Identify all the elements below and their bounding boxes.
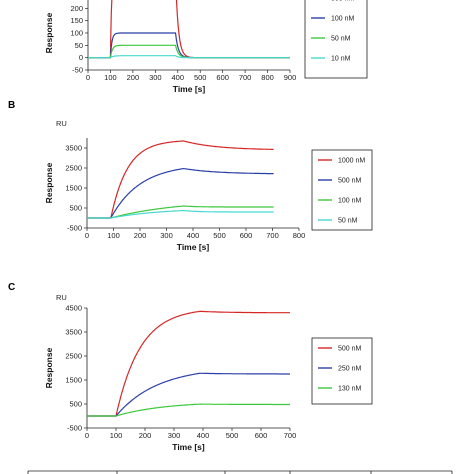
x-tick-label: 100 (110, 431, 123, 440)
y-tick-label: 2500 (65, 164, 82, 173)
y-tick-label: 500 (69, 204, 82, 213)
x-tick-label: 700 (239, 73, 252, 82)
y-tick-label: 2500 (65, 352, 82, 361)
legend-label: 1000 nM (338, 158, 365, 165)
series-line (87, 168, 274, 219)
x-tick-label: 200 (134, 231, 147, 240)
chart-panel-a: 0 100 200 300 400 500 600 700 800 900-50050100150… (44, 0, 368, 94)
series-line (88, 0, 290, 59)
legend-label: 100 nM (338, 198, 362, 205)
series-line (88, 55, 290, 59)
x-tick-label: 0 (85, 231, 89, 240)
series-line (87, 140, 274, 219)
legend-box (304, 0, 368, 79)
x-tick-label: 300 (168, 431, 181, 440)
legend-label: 500 nM (331, 0, 355, 3)
x-tick-label: 600 (216, 73, 229, 82)
series-line (87, 372, 290, 417)
x-axis-label: Time [s] (173, 84, 206, 94)
x-tick-label: 300 (160, 231, 173, 240)
series-line (87, 209, 274, 219)
panel-label: B (8, 100, 15, 111)
series-line (87, 310, 290, 417)
y-axis-label: Response (44, 162, 54, 203)
legend-label: 50 nM (338, 218, 358, 225)
panel-label: C (8, 282, 15, 293)
legend-label: 250 nM (338, 366, 362, 373)
x-tick-label: 200 (127, 73, 140, 82)
y-tick-label: -50 (72, 66, 83, 75)
x-tick-label: 600 (240, 231, 253, 240)
x-tick-label: 700 (266, 231, 279, 240)
legend-label: 10 nM (331, 56, 351, 63)
x-tick-label: 900 (284, 73, 297, 82)
y-tick-label: 3500 (65, 144, 82, 153)
x-tick-label: 700 (284, 431, 297, 440)
y-tick-label: 3500 (65, 328, 82, 337)
legend-label: 50 nM (331, 36, 351, 43)
x-axis-label: Time [s] (172, 442, 205, 452)
y-tick-label: -500 (67, 224, 82, 233)
legend-box (311, 149, 373, 231)
x-tick-label: 500 (226, 431, 239, 440)
legend-box (311, 337, 373, 405)
x-tick-label: 800 (293, 231, 306, 240)
series-line (87, 403, 290, 417)
legend-label: 130 nM (338, 386, 362, 393)
y-tick-label: 500 (69, 400, 82, 409)
x-tick-label: 400 (197, 431, 210, 440)
legend-label: 100 nM (331, 16, 355, 23)
chart-panel-b: B RU 0 100 200 300 400 500 600 700 800 -500 500 1500 2… (8, 100, 373, 252)
y-tick-label: 1500 (65, 376, 82, 385)
x-tick-label: 100 (104, 73, 117, 82)
x-tick-label: 800 (261, 73, 274, 82)
x-tick-label: 0 (86, 73, 90, 82)
y-tick-label: -500 (67, 424, 82, 433)
y-tick-label: 50 (75, 41, 83, 50)
chart-panel-c: C RU 0 100 200 300 400 500 600 700 -500 500 1500 2500… (8, 282, 373, 452)
unit-label: RU (56, 119, 67, 128)
x-tick-label: 500 (194, 73, 207, 82)
x-tick-label: 400 (172, 73, 185, 82)
x-tick-label: 600 (255, 431, 268, 440)
y-tick-label: 100 (70, 29, 83, 38)
x-tick-label: 400 (187, 231, 200, 240)
legend-label: 500 nM (338, 346, 362, 353)
x-axis-label: Time [s] (177, 242, 210, 252)
x-tick-label: 100 (107, 231, 120, 240)
y-tick-label: 150 (70, 16, 83, 25)
x-tick-label: 200 (139, 431, 152, 440)
legend-label: 500 nM (338, 178, 362, 185)
x-tick-label: 300 (149, 73, 162, 82)
y-tick-label: 250 (70, 0, 83, 1)
y-tick-label: 0 (79, 53, 83, 62)
y-tick-label: 200 (70, 4, 83, 13)
x-tick-label: 0 (85, 431, 89, 440)
y-axis-label: Response (44, 12, 54, 53)
y-axis-label: Response (44, 347, 54, 388)
unit-label: RU (56, 293, 67, 302)
y-tick-label: 4500 (65, 304, 82, 313)
y-tick-label: 1500 (65, 184, 82, 193)
x-tick-label: 500 (213, 231, 226, 240)
